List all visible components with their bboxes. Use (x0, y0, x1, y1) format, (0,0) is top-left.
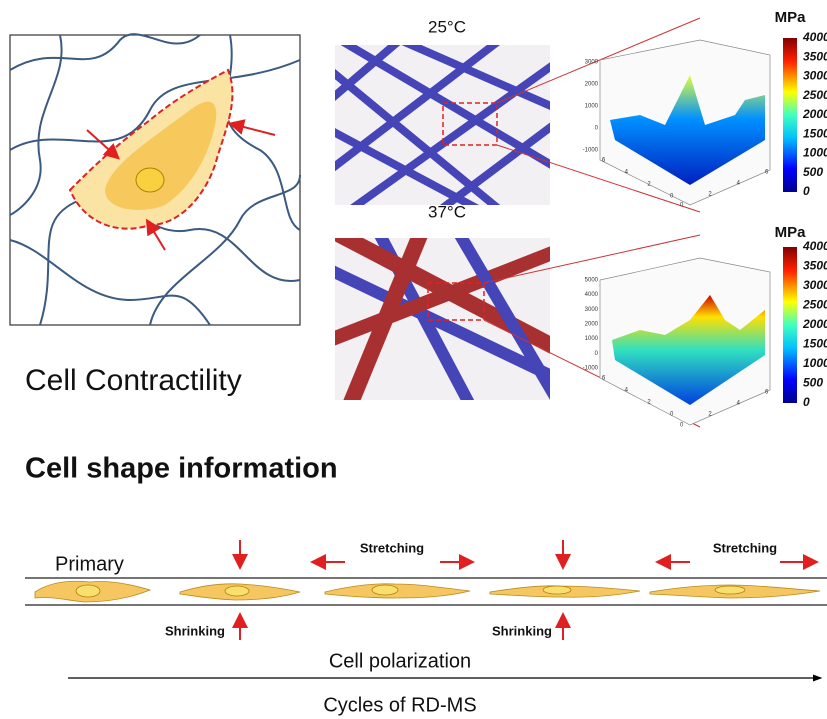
colorbar-tick: 500 (803, 165, 823, 179)
colorbar-tick: 500 (803, 376, 823, 390)
colorbar-tick: 0 (803, 395, 810, 409)
z-tick: 2000 (585, 322, 599, 328)
temperature-label: 37°C (428, 202, 466, 221)
z-tick: -1000 (583, 366, 599, 372)
x-tick: 0 (680, 203, 684, 209)
x-tick: 0 (680, 423, 684, 429)
cell-diagram (10, 34, 300, 325)
z-tick: 3000 (585, 60, 599, 66)
colorbar-tick: 1500 (803, 126, 827, 140)
z-tick: 1000 (585, 104, 599, 110)
colorbar-tick: 3000 (803, 278, 827, 292)
start-label: Primary (55, 553, 124, 575)
colorbar-tick: 3000 (803, 69, 827, 83)
colorbar-tick: 1500 (803, 337, 827, 351)
caption: Cycles of RD-MS (323, 694, 476, 716)
section-title: Cell shape information (25, 453, 338, 485)
z-tick: 3000 (585, 307, 599, 313)
colorbar-tick: 2000 (802, 317, 827, 331)
colorbar-tick: 0 (803, 184, 810, 198)
colorbar-tick: 1000 (803, 146, 827, 160)
z-tick: 2000 (585, 82, 599, 88)
colorbar-tick: 2000 (802, 107, 827, 121)
surface-plot (600, 258, 770, 425)
z-tick: 0 (595, 126, 599, 132)
axis-label: Cell polarization (329, 650, 471, 672)
figure: Cell Contractility 25°C 37°C (0, 0, 827, 719)
colorbar-tick: 2500 (802, 88, 827, 102)
z-tick: 4000 (585, 292, 599, 298)
colorbar (783, 38, 797, 192)
stretch-label: Stretching (713, 540, 777, 555)
colorbar-unit: MPa (775, 224, 807, 241)
stretch-label: Stretching (360, 540, 424, 555)
colorbar-unit: MPa (775, 9, 807, 26)
colorbar-tick: 4000 (802, 239, 827, 253)
colorbar-tick: 4000 (802, 30, 827, 44)
colorbar-tick: 3500 (803, 49, 827, 63)
temperature-label: 25°C (428, 17, 466, 36)
colorbar-tick: 1000 (803, 356, 827, 370)
z-tick: 1000 (585, 336, 599, 342)
colorbar-tick: 3500 (803, 259, 827, 273)
colorbar (783, 247, 797, 403)
shrink-label: Shrinking (165, 623, 225, 638)
z-tick: 5000 (585, 278, 599, 284)
colorbar-tick: 2500 (802, 298, 827, 312)
caption: Cell Contractility (25, 364, 242, 397)
z-tick: -1000 (583, 148, 599, 154)
surface-plot (600, 40, 770, 205)
z-tick: 0 (595, 351, 599, 357)
shrink-label: Shrinking (492, 623, 552, 638)
